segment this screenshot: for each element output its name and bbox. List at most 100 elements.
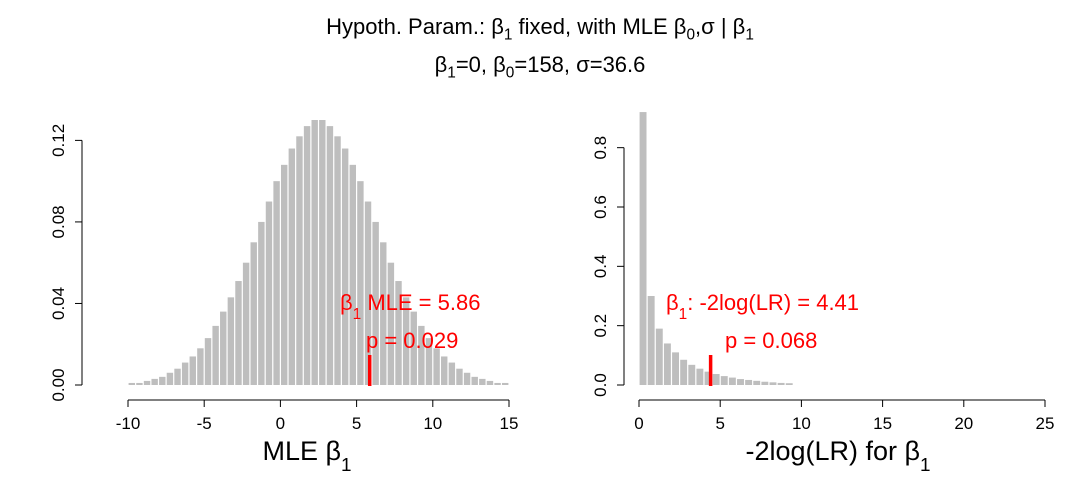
histogram-bar (288, 148, 296, 385)
histogram-bar (364, 201, 372, 385)
p-value-annotation: p = 0.029 (366, 328, 458, 353)
histogram-bar (704, 371, 712, 385)
histogram-bar (341, 148, 349, 385)
histogram-bar (319, 120, 326, 385)
histogram-bar (418, 325, 425, 385)
x-tick-label: 15 (873, 414, 892, 433)
histogram-bar (753, 380, 761, 385)
histogram-bar (380, 242, 387, 385)
histogram-bar (273, 181, 280, 385)
x-axis-label: MLE β1​ (262, 436, 351, 476)
histogram-bar (720, 376, 728, 385)
histogram-bar (143, 380, 151, 385)
x-tick-label: 10 (792, 414, 811, 433)
y-tick-label: 0.08 (49, 205, 68, 238)
histogram-bar (303, 126, 311, 385)
histogram-bar (441, 356, 448, 385)
histogram-bar (672, 352, 679, 385)
x-tick-label: -10 (116, 414, 141, 433)
histogram-bar (227, 297, 235, 385)
histogram-bar (494, 382, 501, 385)
y-tick-label: 0.2 (591, 314, 610, 338)
x-tick-label: -5 (197, 414, 212, 433)
histogram-bar (777, 382, 785, 385)
histogram-bar (712, 374, 720, 385)
histogram-bar (402, 297, 410, 385)
histogram-bar (433, 348, 440, 385)
y-tick-label: 0.04 (49, 287, 68, 320)
x-tick-label: 15 (500, 414, 519, 433)
chart-title-line-2: β1=0, β0=158, σ=36.6 (434, 52, 646, 82)
histogram-bar (181, 362, 189, 385)
histogram-bar (769, 382, 777, 385)
histogram-bar (655, 328, 663, 385)
histogram-bar (311, 120, 318, 385)
x-tick-label: 5 (352, 414, 361, 433)
histogram-bar (663, 343, 671, 385)
histogram-bar (128, 382, 136, 385)
y-tick-label: 0.4 (591, 255, 610, 279)
title-beta-symbol: β1 (491, 14, 513, 44)
y-tick-label: 0.6 (591, 195, 610, 219)
histogram-bar (189, 356, 196, 385)
x-tick-label: 25 (1036, 414, 1055, 433)
histogram-bar (235, 281, 242, 385)
y-tick-label: 0.00 (49, 368, 68, 401)
histogram-bar (220, 311, 227, 385)
histogram-bar (728, 377, 736, 385)
histogram-bar (212, 325, 219, 385)
histogram-bar (166, 372, 174, 385)
histogram-bar (296, 136, 303, 385)
histogram-bar (265, 201, 273, 385)
histogram-bar (479, 378, 486, 385)
histogram-bar (250, 242, 257, 385)
histogram-bar (357, 181, 364, 385)
observed-stat-annotation: β1​ MLE = 5.86 (340, 290, 480, 323)
histogram-bar (785, 383, 793, 385)
histogram-bar (471, 376, 478, 385)
histogram-bar (372, 221, 379, 385)
x-tick-label: 10 (423, 414, 442, 433)
p-value-annotation: p = 0.068 (725, 328, 817, 353)
histogram-bar (410, 311, 417, 385)
y-tick-label: 0.12 (49, 124, 68, 157)
x-tick-label: 5 (715, 414, 724, 433)
histogram-bar (745, 379, 753, 385)
x-tick-label: 0 (276, 414, 285, 433)
histogram-bar (647, 296, 655, 385)
histogram-bar (425, 338, 433, 385)
histogram-bar (456, 368, 463, 385)
x-tick-label: 20 (954, 414, 973, 433)
histogram-bar (258, 221, 265, 385)
histogram-bar (159, 376, 166, 385)
histogram-bar (242, 262, 250, 385)
chart-title-line-1: Hypoth. Param.: β1 fixed, with MLE β0,σ … (326, 14, 754, 44)
histogram-bar (639, 112, 647, 386)
histogram-bar (680, 359, 688, 385)
histogram-bar (204, 338, 212, 385)
histogram-bar (395, 281, 402, 385)
histogram-bar (761, 381, 769, 385)
histogram-bar (448, 362, 456, 385)
histogram-bar (696, 368, 704, 385)
histogram-bar (463, 372, 471, 385)
histogram-bar (174, 368, 181, 385)
y-tick-label: 0.0 (591, 373, 610, 397)
histogram-bar (136, 382, 143, 385)
histogram-bar (281, 164, 288, 385)
histogram-bar (334, 136, 341, 385)
histogram-bar (197, 348, 204, 385)
histogram-bar (688, 364, 696, 385)
observed-stat-annotation: β1​: -2log(LR) = 4.41 (666, 290, 859, 323)
histogram-bar (501, 382, 509, 385)
histogram-bar (737, 379, 744, 385)
histogram-bar (326, 126, 334, 385)
x-axis-label: -2log(LR) for β1​ (745, 436, 930, 476)
x-tick-label: 0 (634, 414, 643, 433)
histogram-bar (387, 262, 395, 385)
histogram-bar (349, 164, 356, 385)
histogram-bar (151, 378, 158, 385)
y-tick-label: 0.8 (591, 136, 610, 160)
histogram-bar (486, 380, 494, 385)
